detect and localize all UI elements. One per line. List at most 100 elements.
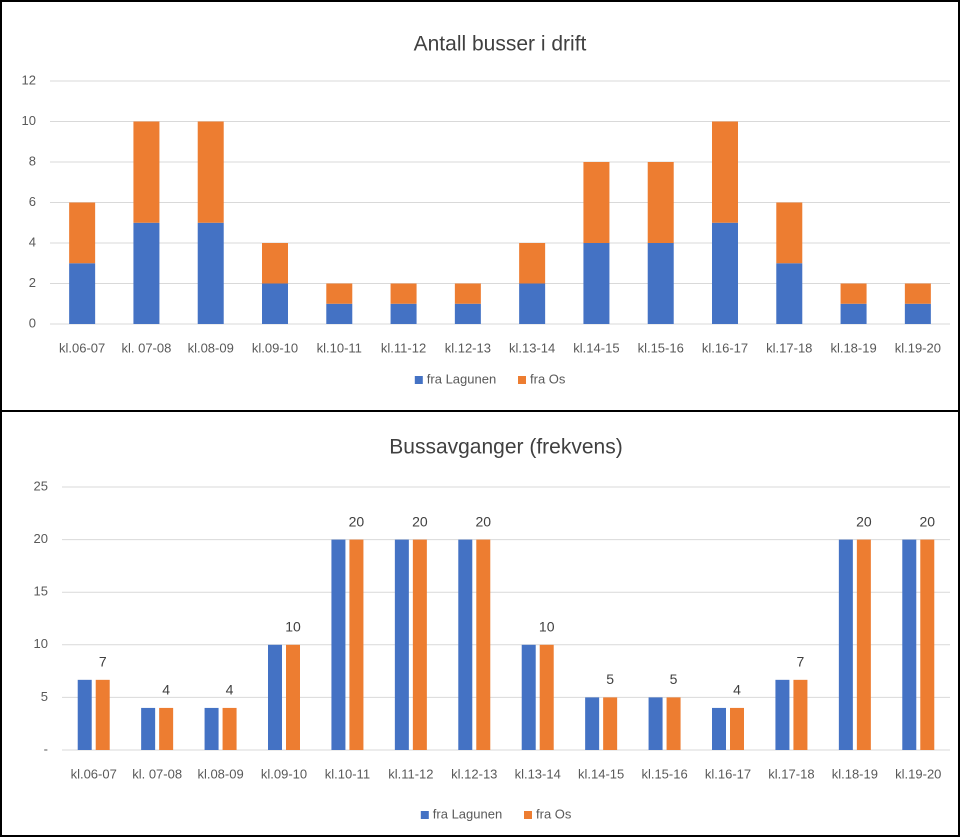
bar [666,697,681,750]
y-tick-label: - [44,741,48,756]
data-label: 4 [733,682,741,698]
bar-segment [583,162,610,243]
data-label: 5 [670,671,678,687]
legend-swatch [518,376,526,384]
data-label: 20 [412,513,428,529]
bar-segment [262,283,288,324]
bar [394,539,409,750]
bar-segment [262,243,288,284]
y-tick-label: 25 [34,478,48,493]
bar [95,679,110,750]
x-tick-label: kl.15-16 [641,766,687,781]
data-label: 7 [99,654,107,670]
x-tick-label: kl.17-18 [768,766,814,781]
x-tick-label: kl.18-19 [830,340,876,355]
bar-segment [133,121,160,223]
x-tick-label: kl.06-07 [71,766,117,781]
chart-title: Bussavganger (frekvens) [389,436,622,459]
bar-segment [326,283,353,304]
x-tick-label: kl.11-12 [388,766,433,781]
x-tick-label: kl.11-12 [381,340,426,355]
bar-segment [326,303,353,324]
x-tick-label: kl.19-20 [895,340,941,355]
bar-segment [840,303,867,324]
bar [920,539,935,750]
bar [286,644,300,750]
x-tick-label: kl.10-11 [325,766,370,781]
bar [539,644,554,750]
legend-swatch [524,811,532,819]
x-tick-label: kl.17-18 [766,340,812,355]
x-tick-label: kl.13-14 [515,766,561,781]
legend-swatch [414,376,423,384]
bar [204,707,219,750]
legend-label: fra Lagunen [433,806,502,821]
bar [222,707,237,750]
data-label: 4 [162,682,170,698]
data-label: 20 [919,513,935,529]
bar [521,644,536,750]
chart-border [0,410,960,837]
x-tick-label: kl.09-10 [252,340,298,355]
bar [793,679,808,750]
bar-segment [712,222,738,324]
bar-segment [454,303,481,324]
bar [159,707,174,750]
y-tick-label: 12 [22,72,36,87]
legend-label: fra Lagunen [427,371,496,386]
bar-segment [904,283,931,304]
data-label: 7 [797,654,805,670]
x-tick-label: kl.14-15 [573,340,619,355]
y-tick-label: 20 [34,531,48,546]
x-tick-label: kl.18-19 [832,766,878,781]
x-tick-label: kl.19-20 [895,766,941,781]
x-tick-label: kl.09-10 [261,766,307,781]
legend-swatch [420,811,429,819]
legend-label: fra Os [536,806,572,821]
x-tick-label: kl.12-13 [451,766,497,781]
bar [775,679,790,750]
bar [838,539,853,750]
x-tick-label: kl.14-15 [578,766,624,781]
bar [331,539,346,750]
bar-segment [519,283,546,324]
bar-segment [454,283,481,304]
y-tick-label: 0 [29,315,36,330]
x-tick-label: kl.13-14 [509,340,555,355]
x-tick-label: kl.16-17 [705,766,751,781]
bar [268,644,282,750]
bar-segment [133,222,160,324]
bar [856,539,871,750]
x-tick-label: kl.08-09 [197,766,243,781]
bar [476,539,491,750]
y-tick-label: 15 [34,584,48,599]
y-tick-label: 2 [29,275,36,290]
data-label: 20 [475,513,491,529]
bar-segment [904,303,931,324]
x-tick-label: kl.08-09 [188,340,234,355]
bar [412,539,427,750]
bar [585,697,600,750]
bar-segment [647,162,674,243]
x-tick-label: kl.12-13 [445,340,491,355]
bar-segment [197,222,224,324]
data-label: 4 [226,682,234,698]
bar-segment [69,202,96,264]
data-label: 20 [856,513,872,529]
bar-segment [197,121,224,223]
x-tick-label: kl. 07-08 [132,766,182,781]
bar-segment [776,263,803,324]
data-label: 20 [349,513,365,529]
x-tick-label: kl.10-11 [317,340,362,355]
x-tick-label: kl. 07-08 [121,340,171,355]
bar-segment [390,283,417,304]
bar-segment [712,121,738,223]
bar [603,697,618,750]
bar-segment [583,243,610,324]
data-label: 5 [606,671,614,687]
data-label: 10 [285,619,301,635]
y-tick-label: 10 [34,636,48,651]
legend-label: fra Os [530,371,566,386]
y-tick-label: 10 [22,113,36,128]
